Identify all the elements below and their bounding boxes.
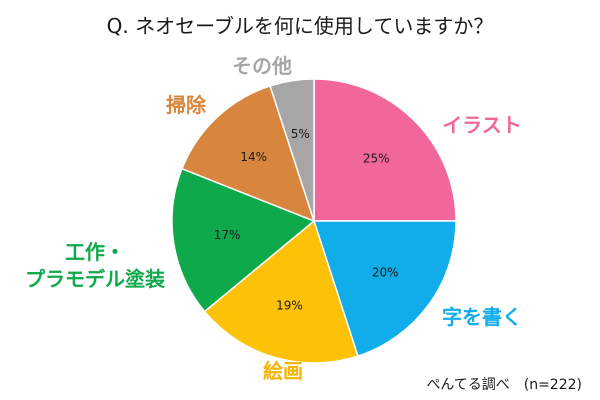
slice-category-label: 字を書く (442, 305, 522, 329)
pie-slice-2 (203, 219, 359, 364)
slice-value-label: 14% (240, 150, 267, 164)
chart-title: Q. ネオセーブルを何に使用していますか？ (106, 14, 494, 38)
slice-value-label: 20% (372, 266, 399, 280)
slice-value-label: 25% (363, 152, 390, 166)
slice-category-label: 工作・プラモデル塗装 (25, 240, 165, 291)
slice-category-label: 絵画 (263, 359, 303, 383)
source-note: ぺんてる調べ (n=222) (426, 377, 582, 393)
pie-slice-1 (312, 220, 457, 357)
pie-slice-5 (269, 78, 315, 222)
slice-value-label: 5% (291, 127, 310, 141)
slice-category-label: その他 (232, 54, 292, 78)
slice-category-label: 掃除 (166, 93, 207, 117)
slice-category-label: イラスト (442, 113, 522, 137)
pie-slice-3 (171, 167, 316, 313)
slice-value-label: 19% (276, 299, 303, 313)
pie-slice-0 (313, 78, 457, 222)
slice-value-label: 17% (214, 228, 241, 242)
